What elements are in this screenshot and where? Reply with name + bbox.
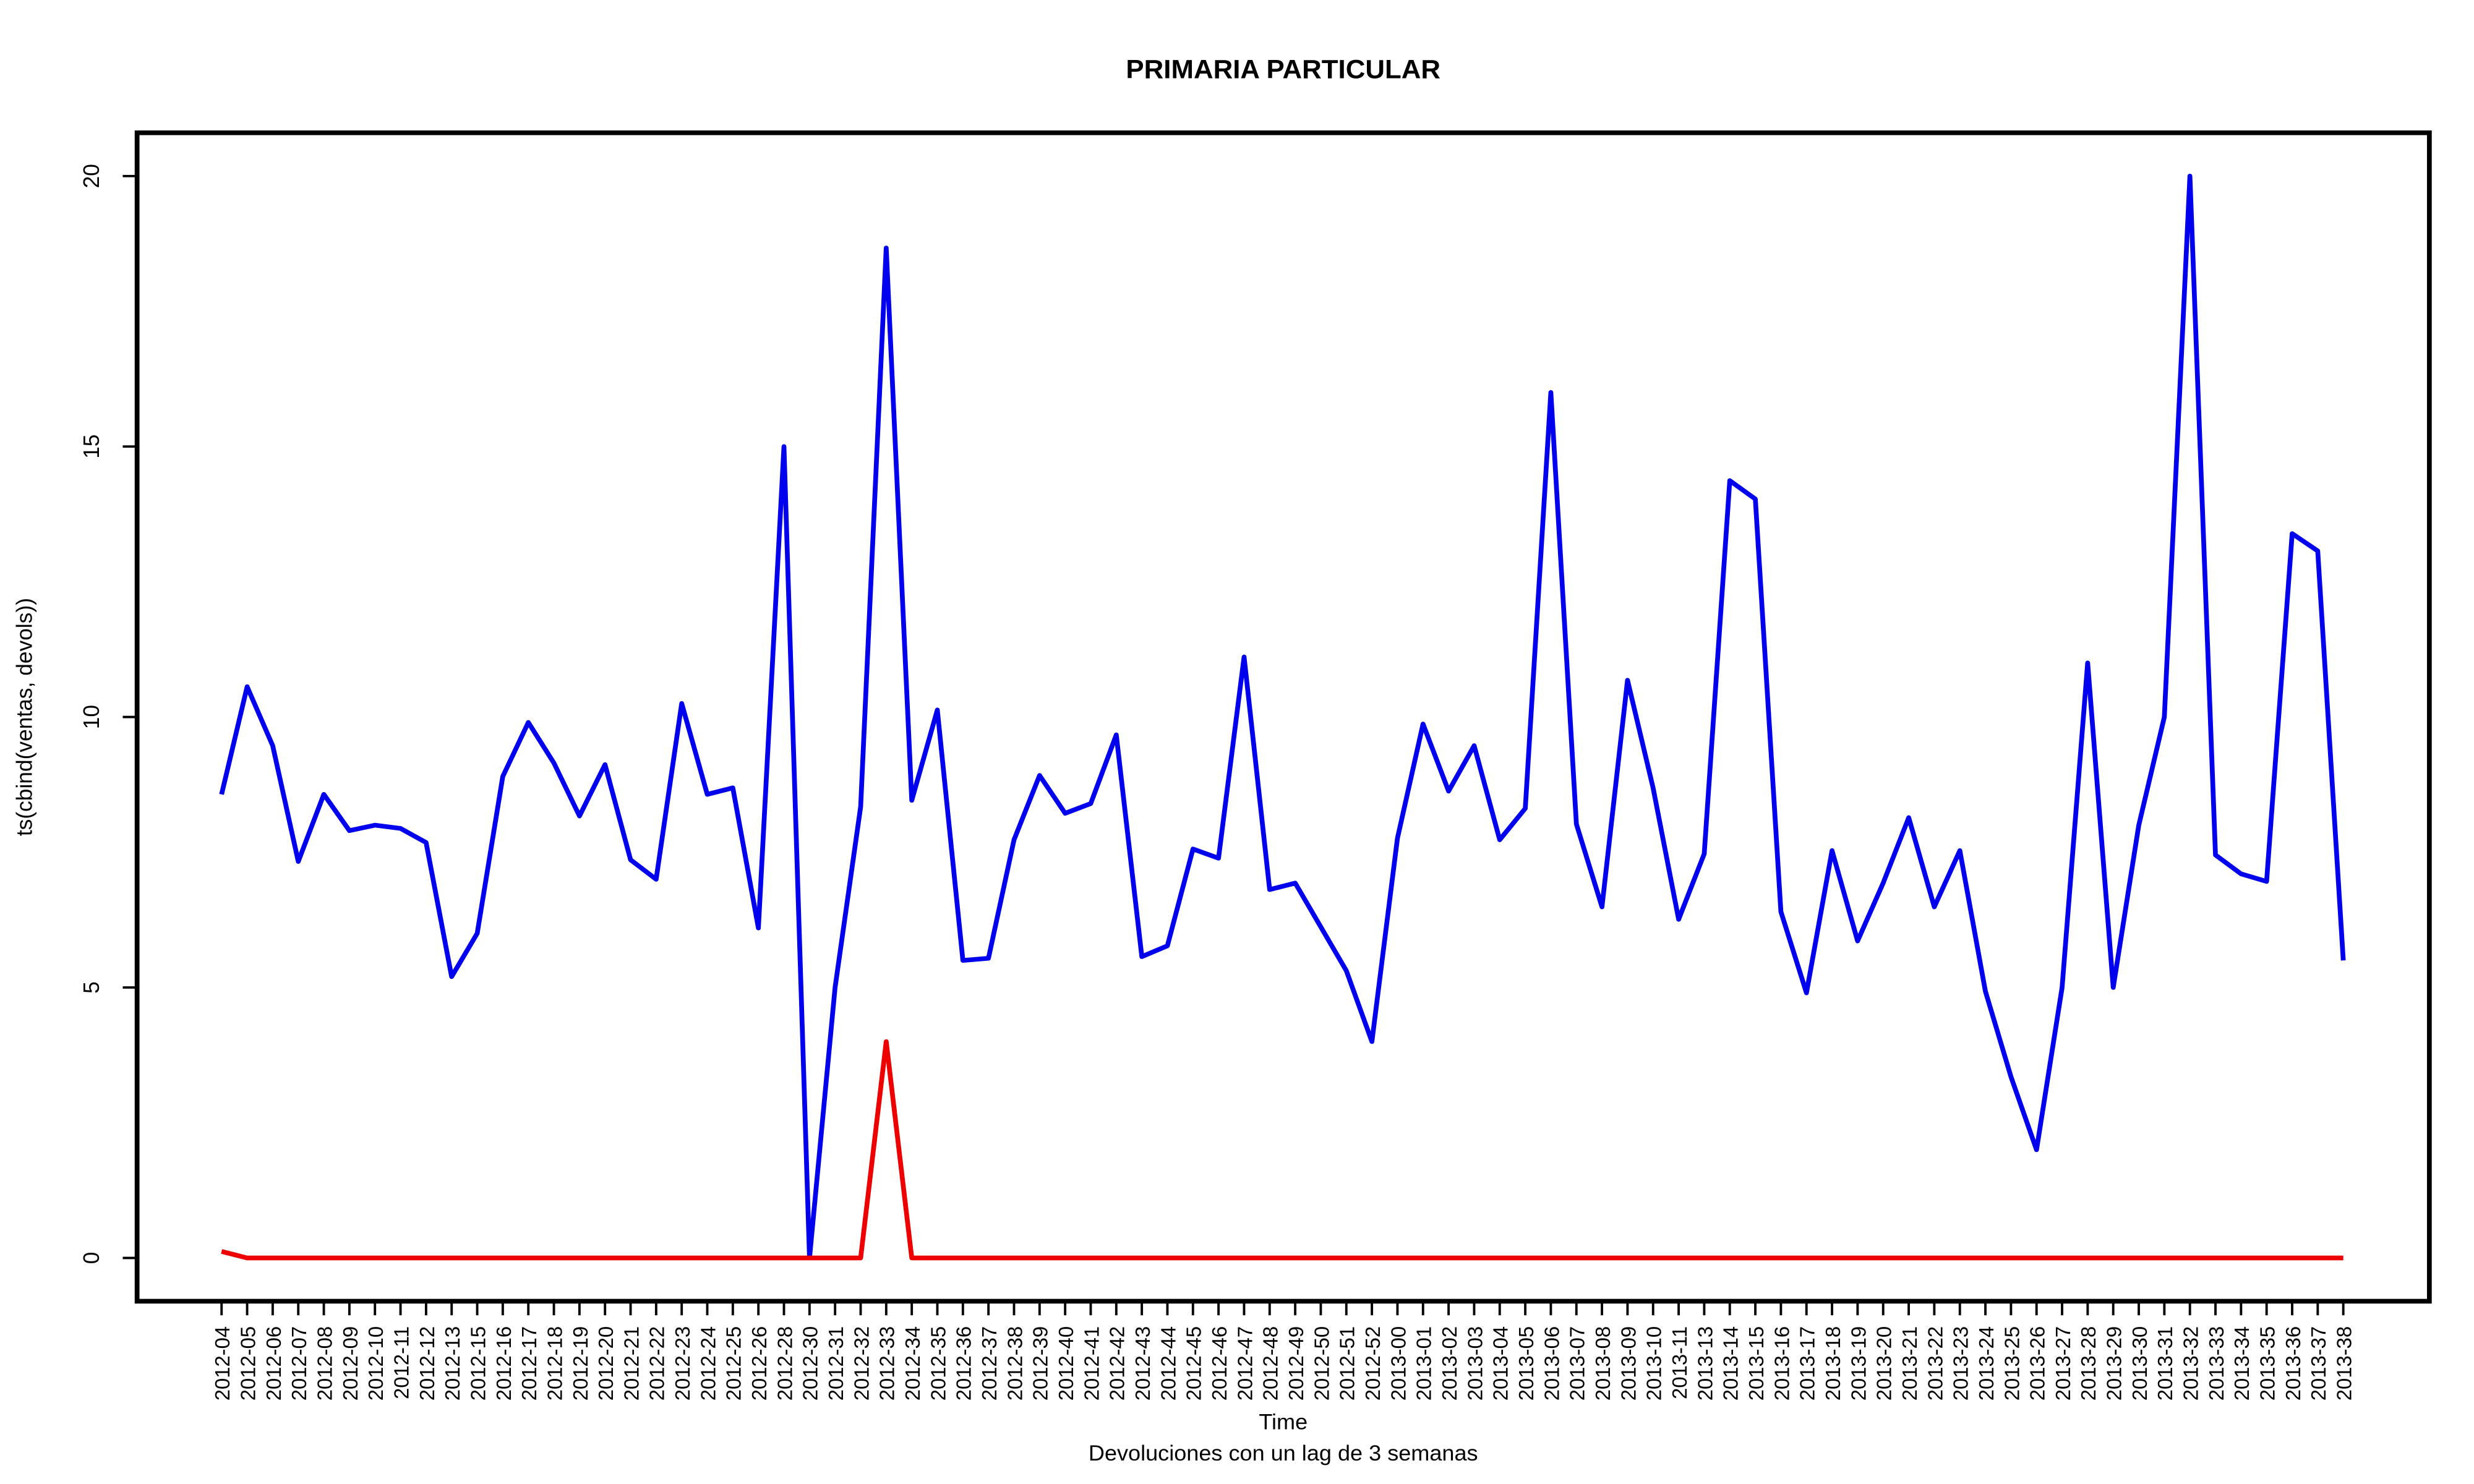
x-tick-label: 2012-42 [1106,1326,1129,1401]
y-tick-label: 5 [79,981,103,994]
y-tick-label: 20 [79,164,103,188]
x-tick-label: 2012-37 [978,1326,1001,1401]
x-tick-label: 2012-04 [212,1326,234,1401]
x-tick-label: 2012-44 [1157,1326,1180,1401]
x-tick-label: 2013-01 [1413,1326,1436,1401]
x-tick-label: 2013-28 [2078,1326,2100,1401]
x-tick-label: 2012-28 [774,1326,797,1401]
x-tick-label: 2013-38 [2333,1326,2356,1401]
series-line [221,1039,2343,1261]
x-tick-label: 2012-07 [288,1326,311,1401]
x-tick-label: 2013-19 [1847,1326,1870,1401]
x-tick-label: 2013-37 [2308,1326,2331,1401]
x-tick-label: 2012-26 [748,1326,771,1401]
x-tick-label: 2013-13 [1694,1326,1717,1401]
x-tick-label: 2013-31 [2154,1326,2177,1401]
x-tick-label: 2012-50 [1311,1326,1333,1401]
x-tick-label: 2013-06 [1541,1326,1564,1401]
x-tick-label: 2013-34 [2231,1326,2254,1401]
x-tick-label: 2013-09 [1617,1326,1640,1401]
x-tick-label: 2013-35 [2256,1326,2279,1401]
x-tick-label: 2012-21 [620,1326,643,1401]
x-tick-label: 2012-35 [927,1326,950,1401]
x-tick-label: 2012-51 [1336,1326,1359,1401]
y-tick-label: 15 [79,434,103,458]
x-tick-label: 2012-48 [1259,1326,1282,1401]
x-tick-label: 2012-41 [1081,1326,1103,1401]
x-tick-label: 2012-23 [672,1326,695,1401]
x-tick-label: 2012-24 [697,1326,720,1401]
x-tick-label: 2012-34 [902,1326,925,1401]
x-tick-label: 2013-14 [1719,1326,1742,1401]
x-tick-label: 2013-04 [1489,1326,1512,1401]
x-tick-label: 2012-13 [442,1326,464,1401]
x-tick-label: 2013-15 [1745,1326,1768,1401]
x-tick-label: 2012-31 [825,1326,848,1401]
x-tick-label: 2012-33 [876,1326,899,1401]
x-tick-label: 2013-21 [1899,1326,1922,1401]
x-tick-label: 2012-20 [595,1326,618,1401]
x-tick-label: 2013-25 [2001,1326,2024,1401]
x-tick-label: 2012-18 [544,1326,567,1401]
x-tick-label: 2013-26 [2026,1326,2049,1401]
x-tick-label: 2012-46 [1209,1326,1231,1401]
x-tick-label: 2013-23 [1950,1326,1972,1401]
x-tick-label: 2012-49 [1285,1326,1308,1401]
x-tick-label: 2012-15 [467,1326,490,1401]
x-tick-label: 2012-19 [569,1326,592,1401]
x-tick-label: 2013-27 [2052,1326,2075,1401]
x-tick-label: 2013-20 [1873,1326,1896,1401]
y-tick-label: 0 [79,1252,103,1264]
x-tick-label: 2013-00 [1387,1326,1410,1401]
x-tick-label: 2013-32 [2180,1326,2202,1401]
x-tick-label: 2012-25 [722,1326,745,1401]
x-tick-label: 2012-08 [314,1326,336,1401]
x-tick-label: 2013-03 [1464,1326,1487,1401]
x-tick-label: 2013-05 [1515,1326,1538,1401]
x-tick-label: 2012-39 [1029,1326,1052,1401]
x-tick-label: 2013-18 [1822,1326,1845,1401]
x-tick-label: 2012-52 [1362,1326,1385,1401]
x-tick-label: 2012-43 [1132,1326,1155,1401]
x-tick-label: 2013-07 [1566,1326,1589,1401]
x-axis-label: Time [1259,1410,1308,1435]
x-tick-label: 2013-08 [1592,1326,1615,1401]
x-tick-label: 2012-11 [390,1326,413,1399]
x-tick-label: 2012-30 [799,1326,822,1401]
x-tick-label: 2012-10 [365,1326,388,1401]
x-tick-label: 2012-40 [1055,1326,1078,1401]
series-line [219,173,2346,1261]
x-tick-label: 2013-36 [2282,1326,2305,1401]
y-axis-label: ts(cbind(ventas, devols)) [12,598,36,836]
x-tick-label: 2012-36 [952,1326,975,1401]
x-tick-label: 2013-10 [1643,1326,1666,1401]
x-tick-label: 2013-30 [2129,1326,2152,1401]
x-tick-label: 2013-33 [2206,1326,2228,1401]
y-tick-label: 10 [79,705,103,729]
x-tick-label: 2012-47 [1234,1326,1257,1401]
x-tick-label: 2013-24 [1975,1326,1998,1401]
chart-title: PRIMARIA PARTICULAR [1126,55,1440,85]
x-tick-label: 2012-45 [1183,1326,1205,1401]
x-tick-label: 2013-22 [1924,1326,1947,1401]
x-tick-label: 2012-06 [263,1326,286,1401]
x-tick-label: 2013-16 [1771,1326,1794,1401]
x-tick-label: 2013-17 [1796,1326,1819,1401]
x-tick-label: 2013-11 [1669,1326,1692,1399]
x-tick-label: 2013-02 [1439,1326,1462,1401]
x-tick-label: 2012-12 [416,1326,439,1401]
x-tick-label: 2012-32 [850,1326,873,1401]
x-tick-label: 2012-16 [492,1326,515,1401]
x-tick-label: 2012-09 [339,1326,362,1401]
x-tick-label: 2013-29 [2103,1326,2126,1401]
x-tick-label: 2012-17 [518,1326,541,1401]
x-tick-label: 2012-05 [237,1326,260,1401]
x-tick-label: 2012-38 [1004,1326,1027,1401]
x-tick-label: 2012-22 [646,1326,669,1401]
caption: Devoluciones con un lag de 3 semanas [1089,1441,1478,1465]
